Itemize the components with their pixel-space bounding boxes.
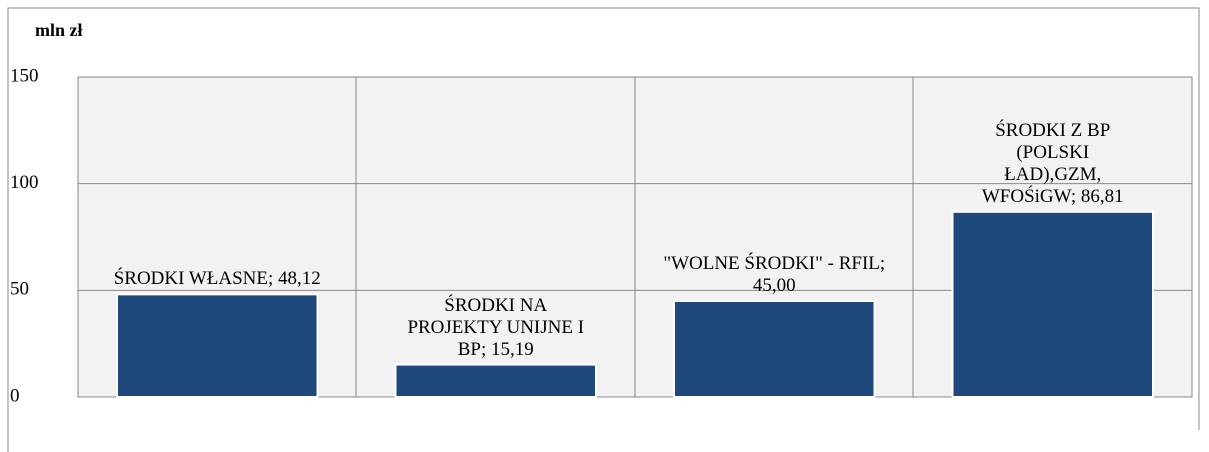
y-axis-label: mln zł [35,20,83,40]
category-name: ŚRODKI Z BP (POLSKI ŁAD),GZM, WFOŚiGW; [981,119,1111,207]
value-label: 45,00 [752,275,796,296]
value-label: 15,19 [491,338,534,360]
value-label: 48,12 [278,268,321,290]
y-tick-label: 150 [10,65,39,86]
data-label: "WOLNE ŚRODKI" - RFIL; 45,00 [652,253,897,297]
y-tick-label: 100 [10,172,39,193]
y-tick-label: 0 [10,385,20,406]
bar [951,210,1155,398]
y-tick-label: 50 [10,279,29,300]
data-label: ŚRODKI WŁASNE; 48,12 [92,268,342,290]
bar [672,300,876,398]
frame [7,7,1200,452]
category-name: ŚRODKI WŁASNE; [113,268,274,290]
category-name: "WOLNE ŚRODKI" - RFIL; [663,253,886,274]
data-label: ŚRODKI NA PROJEKTY UNIJNE I BP; 15,19 [396,295,596,361]
bar [394,363,598,398]
value-label: 86,81 [1080,185,1124,207]
bar [115,293,319,398]
category-name: ŚRODKI NA PROJEKTY UNIJNE I BP; [407,294,585,360]
data-label: ŚRODKI Z BP (POLSKI ŁAD),GZM, WFOŚiGW; 8… [973,120,1133,208]
